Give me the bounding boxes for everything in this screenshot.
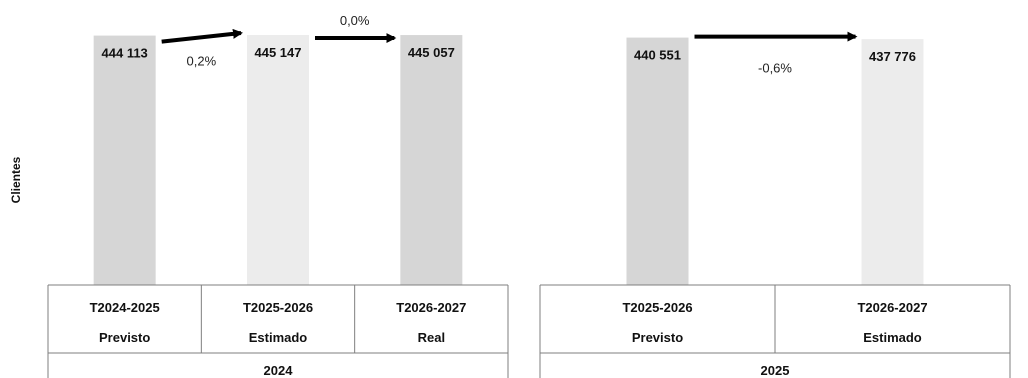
category-period-label: T2026-2027	[396, 300, 466, 315]
bar	[626, 37, 689, 285]
category-status-label: Estimado	[863, 330, 922, 345]
category-table-2025	[539, 284, 1011, 378]
category-period-label: T2026-2027	[857, 300, 927, 315]
bar	[93, 35, 156, 286]
data-label: 445 057	[408, 45, 455, 60]
category-status-label: Previsto	[99, 330, 150, 345]
bar	[247, 35, 309, 285]
change-arrow	[161, 28, 243, 44]
group-label: 2025	[761, 363, 790, 378]
y-axis-label: Clientes	[9, 156, 23, 203]
chart-2025: 440 551 437 776 -0,6% T2025-2026 T2026-2…	[539, 31, 1011, 378]
category-status-label: Real	[418, 330, 445, 345]
change-label: -0,6%	[758, 61, 792, 76]
category-status-label: Estimado	[249, 330, 308, 345]
bars-2024	[93, 35, 463, 286]
data-label: 440 551	[634, 48, 681, 63]
category-period-label: T2024-2025	[90, 300, 160, 315]
data-label: 437 776	[869, 49, 916, 64]
category-status-label: Previsto	[632, 330, 683, 345]
bar	[861, 39, 924, 285]
data-label: 444 113	[102, 46, 148, 61]
change-label: 0,0%	[340, 13, 370, 28]
bar	[400, 35, 463, 286]
category-period-label: T2025-2026	[243, 300, 313, 315]
data-label: 445 147	[255, 45, 302, 60]
bars-2025	[626, 37, 924, 285]
category-table-2024	[47, 284, 509, 378]
chart-2024: 444 113 445 147 445 057 0,2% 0,0% T2024-…	[47, 13, 509, 378]
change-label: 0,2%	[187, 54, 217, 69]
category-period-label: T2025-2026	[622, 300, 692, 315]
group-label: 2024	[264, 363, 294, 378]
